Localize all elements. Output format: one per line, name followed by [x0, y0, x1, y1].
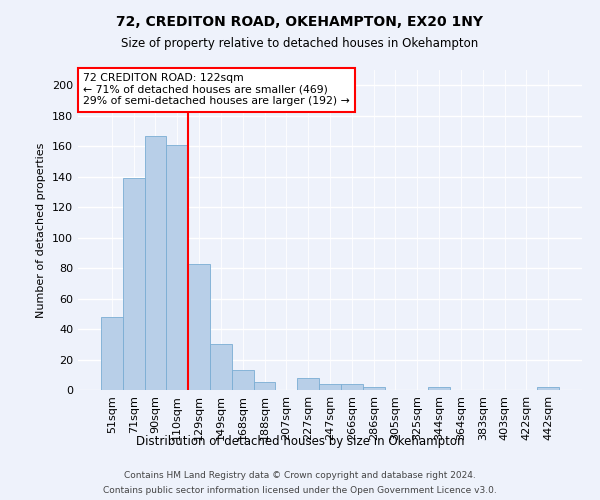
Bar [166, 144, 188, 390]
Bar [254, 382, 275, 390]
Bar [210, 344, 232, 390]
Bar [123, 178, 145, 390]
Bar [188, 264, 210, 390]
Bar [363, 387, 385, 390]
Bar [232, 370, 254, 390]
Text: Contains HM Land Registry data © Crown copyright and database right 2024.: Contains HM Land Registry data © Crown c… [124, 471, 476, 480]
Text: Contains public sector information licensed under the Open Government Licence v3: Contains public sector information licen… [103, 486, 497, 495]
Bar [537, 387, 559, 390]
Bar [319, 384, 341, 390]
Bar [428, 387, 450, 390]
Text: 72 CREDITON ROAD: 122sqm
← 71% of detached houses are smaller (469)
29% of semi-: 72 CREDITON ROAD: 122sqm ← 71% of detach… [83, 73, 350, 106]
Y-axis label: Number of detached properties: Number of detached properties [37, 142, 46, 318]
Bar [101, 317, 123, 390]
Bar [341, 384, 363, 390]
Bar [297, 378, 319, 390]
Text: Size of property relative to detached houses in Okehampton: Size of property relative to detached ho… [121, 38, 479, 51]
Text: Distribution of detached houses by size in Okehampton: Distribution of detached houses by size … [136, 435, 464, 448]
Text: 72, CREDITON ROAD, OKEHAMPTON, EX20 1NY: 72, CREDITON ROAD, OKEHAMPTON, EX20 1NY [116, 15, 484, 29]
Bar [145, 136, 166, 390]
